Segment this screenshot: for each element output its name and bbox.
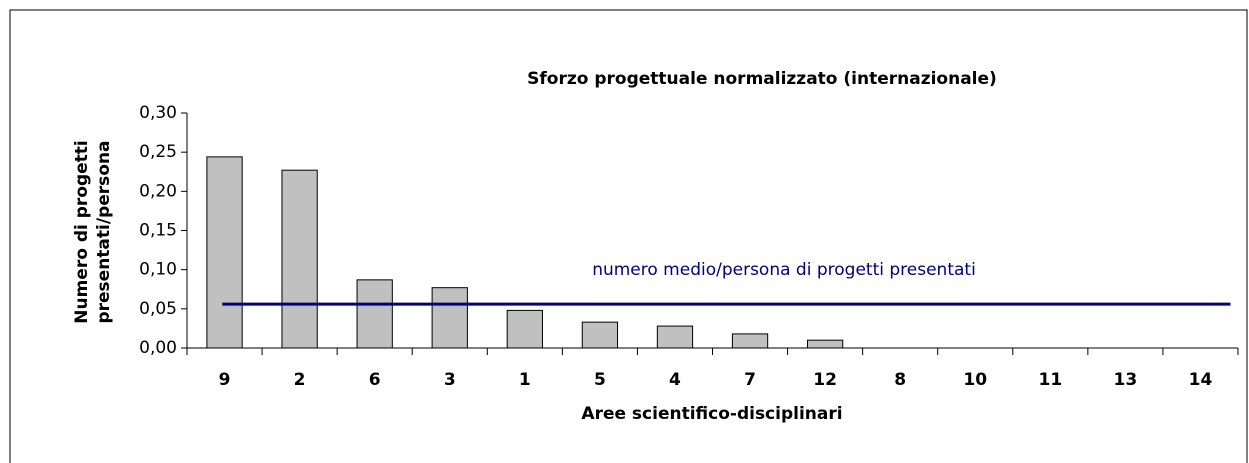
x-tick-label: 7	[744, 370, 756, 390]
y-tick-label: 0,25	[139, 142, 177, 162]
bar	[281, 169, 318, 349]
y-tick-label: 0,20	[139, 181, 177, 201]
x-tick-label: 8	[894, 370, 906, 390]
bar	[806, 339, 844, 349]
bar	[731, 333, 769, 349]
x-axis-label: Aree scientifico-disciplinari	[581, 404, 842, 424]
y-tick-label: 0,05	[139, 299, 177, 319]
bar	[206, 156, 243, 349]
x-tick-label: 12	[813, 370, 837, 390]
bar	[656, 325, 694, 349]
y-axis-label: presentati/persona	[94, 140, 114, 323]
x-tick-label: 10	[963, 370, 987, 390]
mean-line-label: numero medio/persona di progetti present…	[592, 260, 976, 280]
x-tick-label: 2	[294, 370, 306, 390]
x-tick-label: 13	[1114, 370, 1138, 390]
bar	[581, 321, 619, 349]
y-tick-label: 0,10	[139, 260, 177, 280]
chart-title: Sforzo progettuale normalizzato (interna…	[527, 69, 997, 89]
x-tick-label: 9	[219, 370, 231, 390]
bar	[431, 287, 468, 349]
y-tick-label: 0,15	[139, 221, 177, 241]
x-tick-label: 3	[444, 370, 456, 390]
x-tick-label: 6	[369, 370, 381, 390]
y-axis-label: Numero di progetti	[72, 140, 92, 323]
bar	[356, 279, 393, 349]
x-tick-label: 1	[519, 370, 531, 390]
x-tick-label: 4	[669, 370, 681, 390]
chart-frame	[9, 9, 1248, 463]
x-tick-label: 5	[594, 370, 606, 390]
x-tick-label: 11	[1038, 370, 1062, 390]
y-tick-label: 0,00	[139, 338, 177, 358]
bar	[506, 309, 543, 349]
y-tick-label: 0,30	[139, 103, 177, 123]
x-tick-label: 14	[1189, 370, 1213, 390]
